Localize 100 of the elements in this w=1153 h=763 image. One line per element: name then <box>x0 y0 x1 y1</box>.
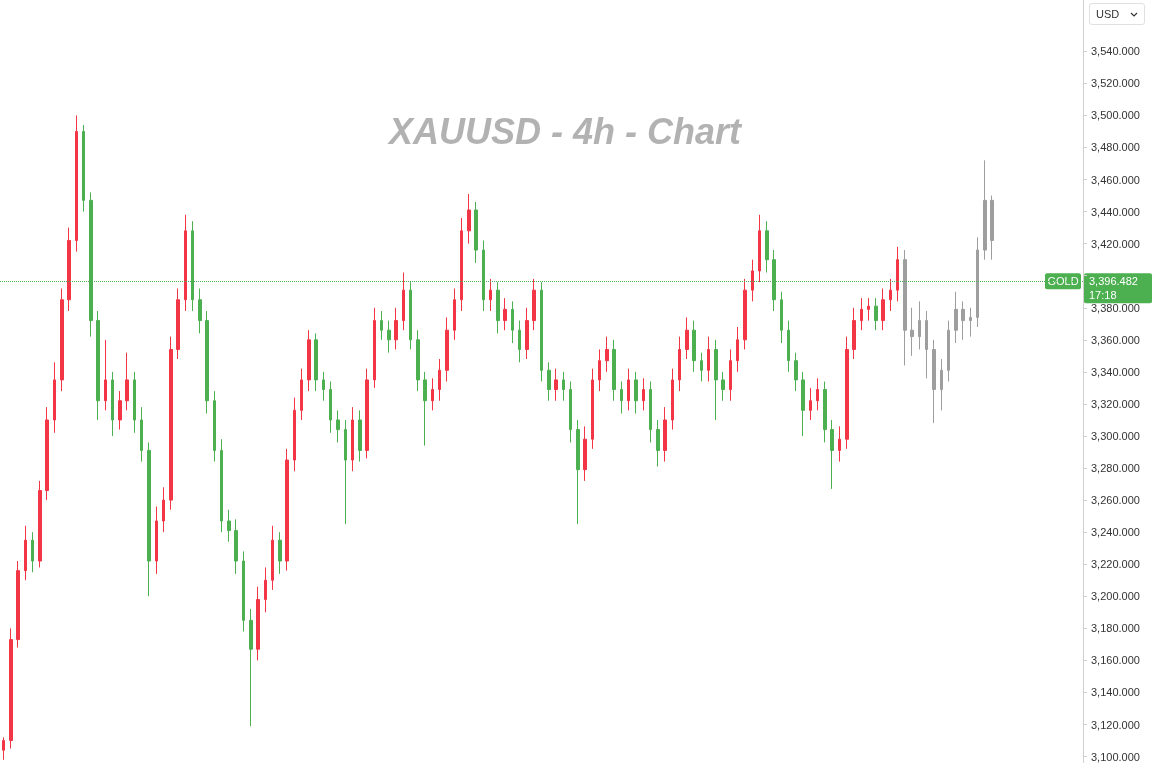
candlestick <box>234 518 238 575</box>
candlestick <box>569 381 572 443</box>
candlestick <box>278 531 282 575</box>
candlestick <box>402 272 405 331</box>
y-tick-label: 3,460.000 <box>1091 173 1140 186</box>
y-tick-label: 3,420.000 <box>1091 237 1140 250</box>
candlestick <box>474 201 478 264</box>
candlestick <box>634 371 638 415</box>
candlestick <box>104 339 107 411</box>
candlestick <box>685 316 689 360</box>
candlestick <box>314 332 318 392</box>
candlestick <box>642 377 645 411</box>
candlestick <box>721 371 725 402</box>
candlestick <box>830 419 834 490</box>
candlestick <box>787 320 790 373</box>
candlestick <box>96 310 100 421</box>
y-tick-label: 3,340.000 <box>1091 365 1140 378</box>
candlestick <box>140 406 143 463</box>
candlestick <box>423 371 427 447</box>
y-tick-label: 3,540.000 <box>1091 45 1140 58</box>
candlestick <box>540 281 543 382</box>
candlestick <box>198 288 202 334</box>
candlestick <box>794 352 798 392</box>
candlestick <box>184 214 187 312</box>
candlestick <box>155 506 158 575</box>
candlestick <box>133 371 136 434</box>
candlestick <box>503 297 507 331</box>
candlestick <box>860 297 863 331</box>
candlestick <box>38 480 42 568</box>
candlestick <box>932 339 936 424</box>
y-tick-label: 3,360.000 <box>1091 333 1140 346</box>
text: XAUUSD - 4h - Chart <box>386 110 744 152</box>
y-tick-label: 3,480.000 <box>1091 141 1140 154</box>
candlestick <box>16 560 20 649</box>
candlestick <box>903 249 907 366</box>
y-tick-label: 3,380.000 <box>1091 301 1140 314</box>
candlestick <box>867 297 870 322</box>
candlestick <box>554 368 558 402</box>
candlestick <box>24 525 27 581</box>
y-tick-label: 3,520.000 <box>1091 77 1140 90</box>
candlestick <box>162 486 165 533</box>
candlestick <box>220 438 223 533</box>
candlestick <box>176 288 180 360</box>
candlestick <box>983 159 987 261</box>
y-tick-label: 3,200.000 <box>1091 590 1140 603</box>
candlestick <box>293 397 296 472</box>
y-tick-label: 3,440.000 <box>1091 205 1140 218</box>
candlestick <box>322 371 325 402</box>
candlestick <box>53 361 56 434</box>
candlestick <box>125 352 129 411</box>
candlestick <box>511 300 514 344</box>
candlestick <box>242 550 245 633</box>
candlestick <box>751 259 754 302</box>
candlestick <box>307 329 311 392</box>
candlestick <box>845 336 849 450</box>
text: 3,396.482 <box>1089 275 1138 288</box>
candlestick <box>707 336 710 382</box>
y-tick-label: 3,120.000 <box>1091 718 1140 731</box>
candlestick <box>954 291 958 344</box>
candlestick <box>264 566 267 613</box>
candlestick <box>365 368 369 459</box>
candlestick <box>562 371 565 402</box>
candlestick <box>547 361 551 402</box>
candlestick <box>583 425 587 482</box>
y-tick-label: 3,260.000 <box>1091 494 1140 507</box>
candlestick <box>351 406 354 472</box>
candlestick <box>809 387 812 421</box>
candlestick <box>700 352 703 382</box>
y-tick-label: 3,180.000 <box>1091 622 1140 635</box>
candlestick <box>743 278 747 350</box>
candlestick <box>285 448 289 572</box>
candlestick <box>612 339 616 402</box>
candlestick <box>896 246 899 302</box>
candlestick <box>605 336 609 373</box>
candlestick <box>45 406 49 501</box>
candlestick <box>31 531 34 573</box>
y-tick-label: 3,500.000 <box>1091 109 1140 122</box>
candlestick <box>758 214 761 283</box>
candlestick <box>453 288 456 341</box>
text: 17:18 <box>1089 289 1117 302</box>
candlestick <box>714 339 718 421</box>
candlestick <box>496 281 500 334</box>
candlestick <box>249 608 253 727</box>
candlestick <box>620 381 623 415</box>
candlestick <box>256 586 260 661</box>
candlestick <box>271 525 274 591</box>
candlestick <box>373 307 376 389</box>
candlestick <box>489 278 492 312</box>
candlestick <box>205 310 209 415</box>
candlestick <box>838 425 841 463</box>
candlestick <box>852 307 856 360</box>
candlestick <box>801 371 805 437</box>
candlestick <box>344 419 347 525</box>
candlestick <box>598 348 601 392</box>
candlestick <box>213 390 216 463</box>
y-tick-label: 3,300.000 <box>1091 430 1140 442</box>
candlestick <box>60 288 64 392</box>
candlestick <box>75 114 78 253</box>
candlestick <box>445 316 449 382</box>
candlestick <box>329 381 332 434</box>
